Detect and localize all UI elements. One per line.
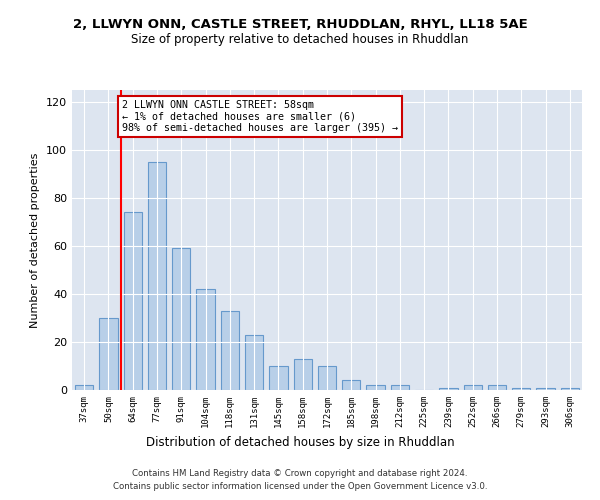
Bar <box>172 248 190 390</box>
Bar <box>561 388 579 390</box>
Bar <box>318 366 336 390</box>
Text: Distribution of detached houses by size in Rhuddlan: Distribution of detached houses by size … <box>146 436 454 449</box>
Text: Contains HM Land Registry data © Crown copyright and database right 2024.: Contains HM Land Registry data © Crown c… <box>132 468 468 477</box>
Bar <box>196 289 215 390</box>
Text: Size of property relative to detached houses in Rhuddlan: Size of property relative to detached ho… <box>131 32 469 46</box>
Bar <box>75 385 93 390</box>
Bar <box>512 388 530 390</box>
Bar <box>342 380 361 390</box>
Bar <box>293 359 312 390</box>
Text: Contains public sector information licensed under the Open Government Licence v3: Contains public sector information licen… <box>113 482 487 491</box>
Text: 2 LLWYN ONN CASTLE STREET: 58sqm
← 1% of detached houses are smaller (6)
98% of : 2 LLWYN ONN CASTLE STREET: 58sqm ← 1% of… <box>122 100 398 133</box>
Y-axis label: Number of detached properties: Number of detached properties <box>31 152 40 328</box>
Text: 2, LLWYN ONN, CASTLE STREET, RHUDDLAN, RHYL, LL18 5AE: 2, LLWYN ONN, CASTLE STREET, RHUDDLAN, R… <box>73 18 527 30</box>
Bar <box>100 318 118 390</box>
Bar <box>464 385 482 390</box>
Bar <box>124 212 142 390</box>
Bar <box>391 385 409 390</box>
Bar <box>148 162 166 390</box>
Bar <box>221 311 239 390</box>
Bar <box>245 335 263 390</box>
Bar <box>536 388 554 390</box>
Bar <box>367 385 385 390</box>
Bar <box>269 366 287 390</box>
Bar <box>439 388 458 390</box>
Bar <box>488 385 506 390</box>
